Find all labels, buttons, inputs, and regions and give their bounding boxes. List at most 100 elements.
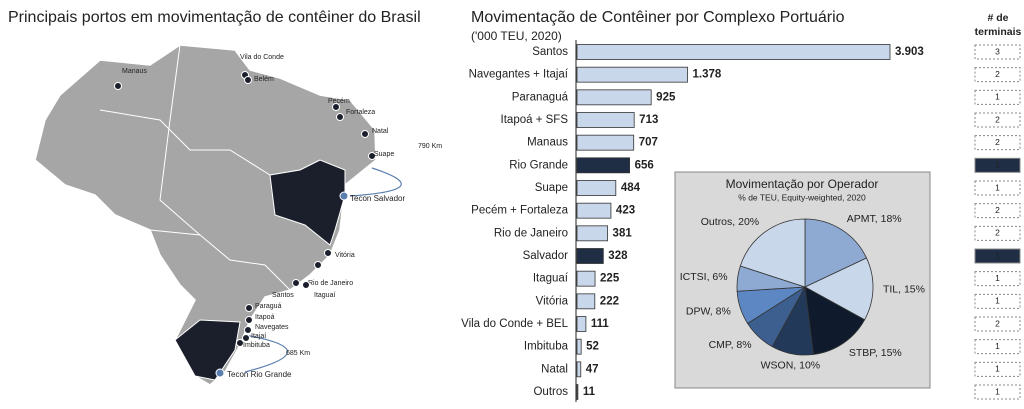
value-label: 52: [586, 341, 599, 353]
port-dot: [361, 130, 369, 138]
category-label: Santos: [532, 46, 568, 58]
pie-slice: [804, 218, 868, 288]
terminal-box: [974, 384, 1021, 400]
terminal-count: 1: [995, 364, 1000, 374]
pie-slice: [804, 257, 874, 321]
terminal-count: 1: [995, 341, 1000, 351]
bar: [576, 44, 891, 60]
terminal-box: [974, 135, 1021, 151]
value-label: 484: [621, 182, 641, 194]
map-label: Suape: [374, 151, 394, 158]
value-label: 47: [586, 363, 599, 375]
port-dot: [332, 103, 340, 111]
pie-label: APMT, 18%: [847, 213, 902, 225]
map-label: Imbituba: [243, 342, 270, 349]
value-label: 328: [608, 250, 628, 262]
pie-label: ICTSI, 6%: [680, 271, 728, 283]
port-dot: [114, 82, 122, 90]
value-label: 423: [616, 205, 635, 217]
value-label: 225: [600, 273, 620, 285]
port-dot: [215, 368, 225, 378]
port-dot: [244, 326, 252, 334]
map-label: 790 Km: [418, 143, 442, 150]
value-label: 713: [639, 114, 658, 126]
terminal-count: 2: [995, 205, 1000, 215]
category-label: Outros: [533, 386, 568, 398]
terminal-box: [974, 157, 1021, 173]
pie-slice: [739, 218, 806, 288]
terminal-box: [974, 248, 1021, 264]
category-label: Paranaguá: [512, 91, 569, 103]
map-label: Pecém: [328, 98, 350, 105]
category-label: Itaguaí: [533, 273, 569, 285]
port-dot: [368, 152, 376, 160]
map-arc: [349, 167, 402, 197]
category-label: Natal: [541, 363, 568, 375]
category-label: Suape: [535, 182, 568, 194]
map-label: Vitória: [335, 252, 355, 259]
value-label: 222: [600, 295, 619, 307]
port-dot: [245, 304, 253, 312]
terminal-box: [974, 293, 1021, 309]
terminal-count: 1: [995, 273, 1000, 283]
map-label: Vila do Conde: [240, 54, 284, 61]
value-label: 925: [656, 91, 676, 103]
bar: [576, 338, 582, 355]
map-label: Navegates: [255, 324, 289, 331]
pie-label: WSON, 10%: [761, 359, 821, 371]
bar: [576, 112, 635, 128]
terminal-count: 2: [995, 69, 1000, 79]
map-label: Tecon Salvador: [350, 194, 405, 203]
bar: [576, 361, 582, 378]
terminal-box: [974, 89, 1021, 105]
port-dot: [245, 316, 253, 324]
terminal-box: [974, 316, 1021, 332]
value-label: 3.903: [895, 46, 924, 58]
category-label: Pecém + Fortaleza: [471, 205, 568, 217]
terminal-count: 1: [995, 296, 1000, 306]
terminals-header: # de: [987, 12, 1008, 24]
terminal-count: 2: [995, 114, 1000, 124]
pie-label: DPW, 8%: [686, 306, 731, 318]
port-dot: [292, 279, 300, 287]
terminal-box: [974, 271, 1021, 287]
terminal-count: 2: [995, 318, 1000, 328]
map-label: Itapoá: [255, 314, 275, 321]
map-label: Belém: [254, 76, 274, 83]
pie-label: CMP, 8%: [709, 339, 752, 351]
terminal-count: 2: [995, 228, 1000, 238]
terminal-box: [974, 112, 1021, 128]
pie-title: Movimentação por Operador: [726, 177, 879, 191]
pie-label: Outros, 20%: [701, 216, 759, 228]
category-label: Vitória: [536, 295, 569, 307]
chart-subtitle: ('000 TEU, 2020): [471, 29, 562, 43]
bar: [576, 202, 612, 219]
bar: [576, 384, 579, 400]
bar: [576, 180, 617, 196]
terminal-box: [974, 44, 1021, 60]
map-state-borders: [149, 229, 291, 291]
chart-title: Movimentação de Contêiner por Complexo P…: [471, 9, 845, 26]
bar: [576, 248, 604, 264]
map-bahia: [269, 159, 346, 246]
terminal-box: [974, 67, 1021, 83]
port-dot: [336, 113, 344, 121]
map-label: Manaus: [122, 68, 147, 75]
terminals-header: terminais: [975, 26, 1022, 38]
terminal-count: 1: [995, 250, 1000, 260]
terminal-count: 1: [995, 386, 1000, 396]
bar: [576, 270, 596, 287]
map-label: Rio de Janeiro: [308, 280, 353, 287]
terminal-count: 3: [995, 46, 1000, 56]
map-label: Itajaí: [251, 333, 266, 340]
map-label: Fortaleza: [346, 109, 375, 116]
pie-slice: [804, 286, 866, 355]
category-label: Rio Grande: [509, 159, 568, 171]
port-dot: [244, 76, 252, 84]
bar: [576, 134, 635, 151]
port-dot: [314, 261, 322, 269]
terminal-count: 1: [995, 92, 1000, 102]
port-dot: [324, 249, 332, 257]
terminal-box: [974, 361, 1021, 377]
